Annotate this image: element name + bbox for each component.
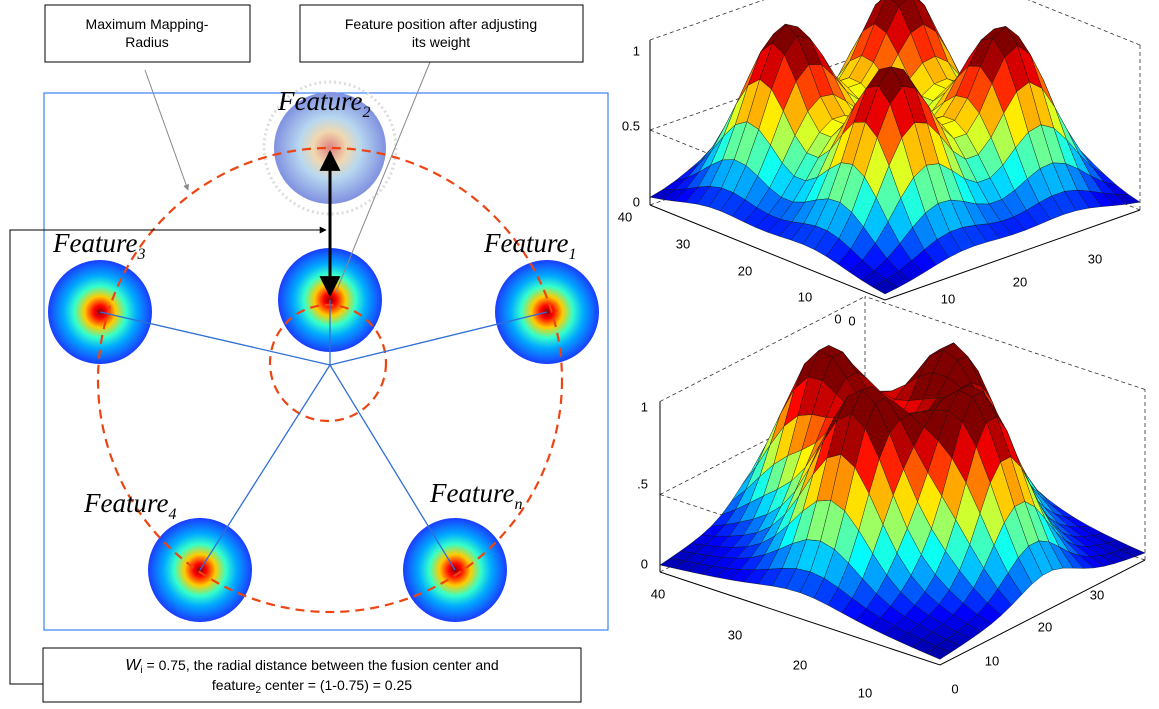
- feature-label: Featuren: [429, 478, 522, 513]
- note-text: = 0.75, the radial distance between the …: [143, 657, 499, 673]
- feature-label: Feature4: [83, 488, 176, 523]
- note-text: center = (1-0.75) = 0.25: [261, 677, 412, 693]
- z-tick-label: 1: [641, 399, 648, 414]
- note-text: feature: [212, 677, 256, 693]
- callout-text: its weight: [412, 34, 470, 50]
- x-tick-label: 0: [848, 313, 855, 328]
- y-tick-label: 20: [738, 263, 752, 278]
- z-tick-label: 0: [641, 556, 648, 571]
- z-tick-label: 1: [633, 43, 640, 58]
- box-edge: [865, 297, 1145, 390]
- feature-name: Feature: [429, 478, 514, 508]
- feature-label: Feature1: [483, 228, 576, 263]
- y-tick-label: 30: [676, 236, 690, 251]
- z-tick-label: .5: [637, 476, 648, 491]
- feature-sub: 2: [362, 104, 370, 121]
- y-tick-label: 40: [618, 209, 632, 224]
- feature-name: Feature: [483, 228, 568, 258]
- surface-mesh: [660, 343, 1145, 660]
- feature-name: Feature: [83, 488, 168, 518]
- y-tick-label: 40: [651, 586, 665, 601]
- callout-text: Feature position after adjusting: [345, 16, 537, 32]
- callout-text: Maximum Mapping-: [86, 16, 209, 32]
- feature-sub: 1: [568, 246, 576, 263]
- feature-sub: 3: [136, 246, 145, 263]
- figure: Maximum Mapping- Radius Feature position…: [0, 0, 1159, 709]
- x-tick-label: 30: [1088, 251, 1102, 266]
- x-tick-label: 10: [985, 653, 999, 668]
- y-tick-label: 20: [793, 657, 807, 672]
- x-tick-label: 30: [1090, 587, 1104, 602]
- y-tick-label: 30: [728, 627, 742, 642]
- feature-name: Feature: [52, 228, 137, 258]
- callout-text: Radius: [125, 34, 169, 50]
- feature-label: Feature2: [277, 86, 370, 121]
- x-tick-label: 10: [941, 291, 955, 306]
- z-tick-label: 0.5: [622, 118, 640, 133]
- feature-sub: 4: [168, 506, 176, 523]
- y-tick-label: 10: [798, 289, 812, 304]
- leader: [145, 70, 188, 190]
- surface-mesh: [650, 0, 1140, 294]
- feature-name: Feature: [277, 86, 362, 116]
- y-tick-label: 10: [858, 685, 872, 700]
- feature-label: Feature3: [52, 228, 145, 263]
- y-tick-label: 0: [834, 311, 841, 326]
- z-tick-label: 0: [633, 194, 640, 209]
- x-tick-label: 20: [1038, 619, 1052, 634]
- x-tick-label: 20: [1013, 274, 1027, 289]
- feature-sub: n: [514, 496, 522, 513]
- y-tick-label: 0: [951, 681, 958, 696]
